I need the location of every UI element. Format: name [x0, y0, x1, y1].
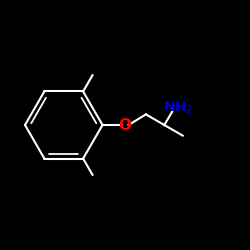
Text: O: O	[118, 118, 132, 132]
Text: NH$_2$: NH$_2$	[163, 99, 193, 116]
